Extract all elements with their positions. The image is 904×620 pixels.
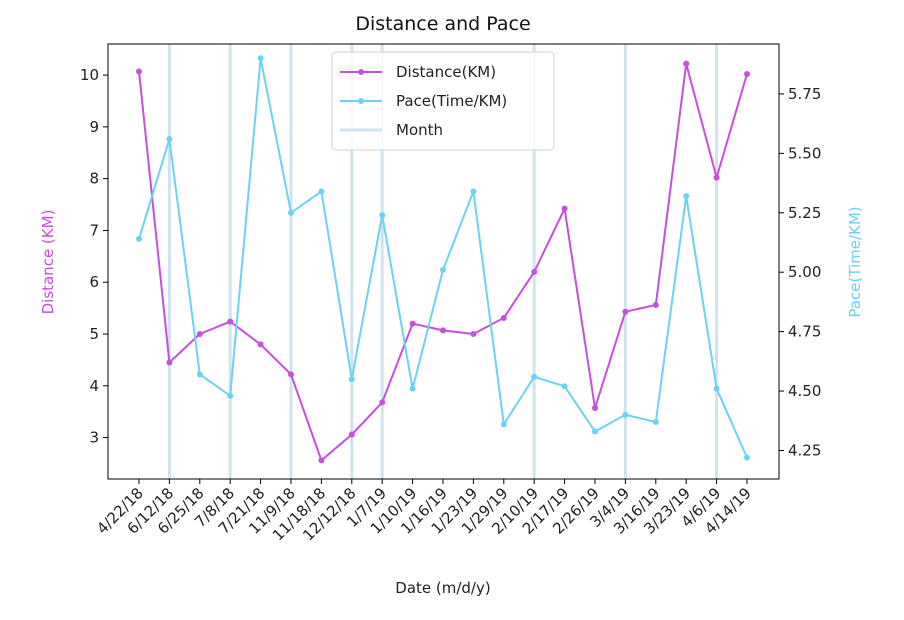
x-axis: 4/22/186/12/186/25/187/8/187/21/1811/9/1… [93,479,755,544]
data-point [348,376,355,383]
x-axis-label: Date (m/d/y) [395,579,490,597]
data-point [470,188,477,195]
y-left-tick-label: 10 [80,66,99,84]
legend-entry: Pace(Time/KM) [340,92,507,110]
series-distance-km [136,60,750,464]
data-point [409,320,416,327]
data-point [440,266,446,273]
y-left-tick-label: 8 [89,170,99,188]
legend-label: Month [396,121,443,139]
y-axis-left: 3 4 5 6 7 8 9 10 [80,66,108,447]
y-left-tick-label: 4 [89,377,99,395]
chart-title: Distance and Pace [355,13,530,35]
y-right-tick-label: 5.00 [788,263,821,281]
y-right-tick-label: 5.75 [788,85,821,103]
y-left-tick-label: 6 [89,273,99,291]
legend-label: Distance(KM) [396,63,496,81]
data-point [257,55,264,62]
legend-marker [358,69,364,75]
data-point [288,371,294,378]
y-right-tick-label: 5.50 [788,144,821,162]
data-point [257,341,264,348]
y-right-tick-label: 5.25 [788,204,821,222]
data-point [500,314,507,321]
data-point [592,428,598,435]
series-pace-time-km [136,55,750,461]
data-point [318,457,325,464]
data-point [561,205,568,212]
y-left-tick-label: 9 [89,118,99,136]
data-point [713,174,720,181]
legend-label: Pace(Time/KM) [396,92,507,110]
data-point [196,371,203,378]
data-point [531,373,538,380]
y-left-tick-label: 7 [89,221,99,239]
data-point [592,405,598,412]
data-point [744,71,750,78]
data-point [652,302,659,308]
series-layer [136,55,750,464]
y-right-tick-label: 4.25 [788,441,821,459]
data-point [652,418,659,425]
data-point [409,385,416,392]
data-point [470,331,477,337]
legend-marker [358,98,364,104]
data-point [561,383,568,390]
y-left-tick-label: 5 [89,325,99,343]
data-point [500,421,507,428]
data-point [440,327,446,334]
data-point [348,431,355,438]
data-point [622,411,629,418]
legend: Distance(KM) Pace(Time/KM) Month [331,51,555,151]
y-right-tick-label: 4.75 [788,323,821,341]
y-right-tick-label: 4.50 [788,382,821,400]
y-axis-left-label: Distance (KM) [39,210,57,315]
data-point [227,392,234,399]
data-point [531,268,538,275]
data-point [379,212,386,219]
data-point [622,308,629,315]
data-point [136,68,142,75]
data-point [379,399,386,406]
legend-box [331,51,555,151]
data-point [196,331,203,337]
data-point [318,188,325,195]
data-point [136,235,142,242]
y-left-tick-label: 3 [89,429,99,447]
y-axis-right-label: Pace(Time/KM) [846,206,864,317]
data-point [683,193,690,200]
legend-entry: Month [340,121,443,139]
y-axis-right: 4.25 4.50 4.75 5.00 5.25 5.50 5.75 [779,85,821,459]
data-point [166,136,173,143]
data-point [713,385,720,392]
data-point [683,60,690,67]
data-point [227,318,234,325]
legend-entry: Distance(KM) [340,63,496,81]
data-point [288,209,294,216]
data-point [166,359,173,366]
data-point [744,454,750,461]
